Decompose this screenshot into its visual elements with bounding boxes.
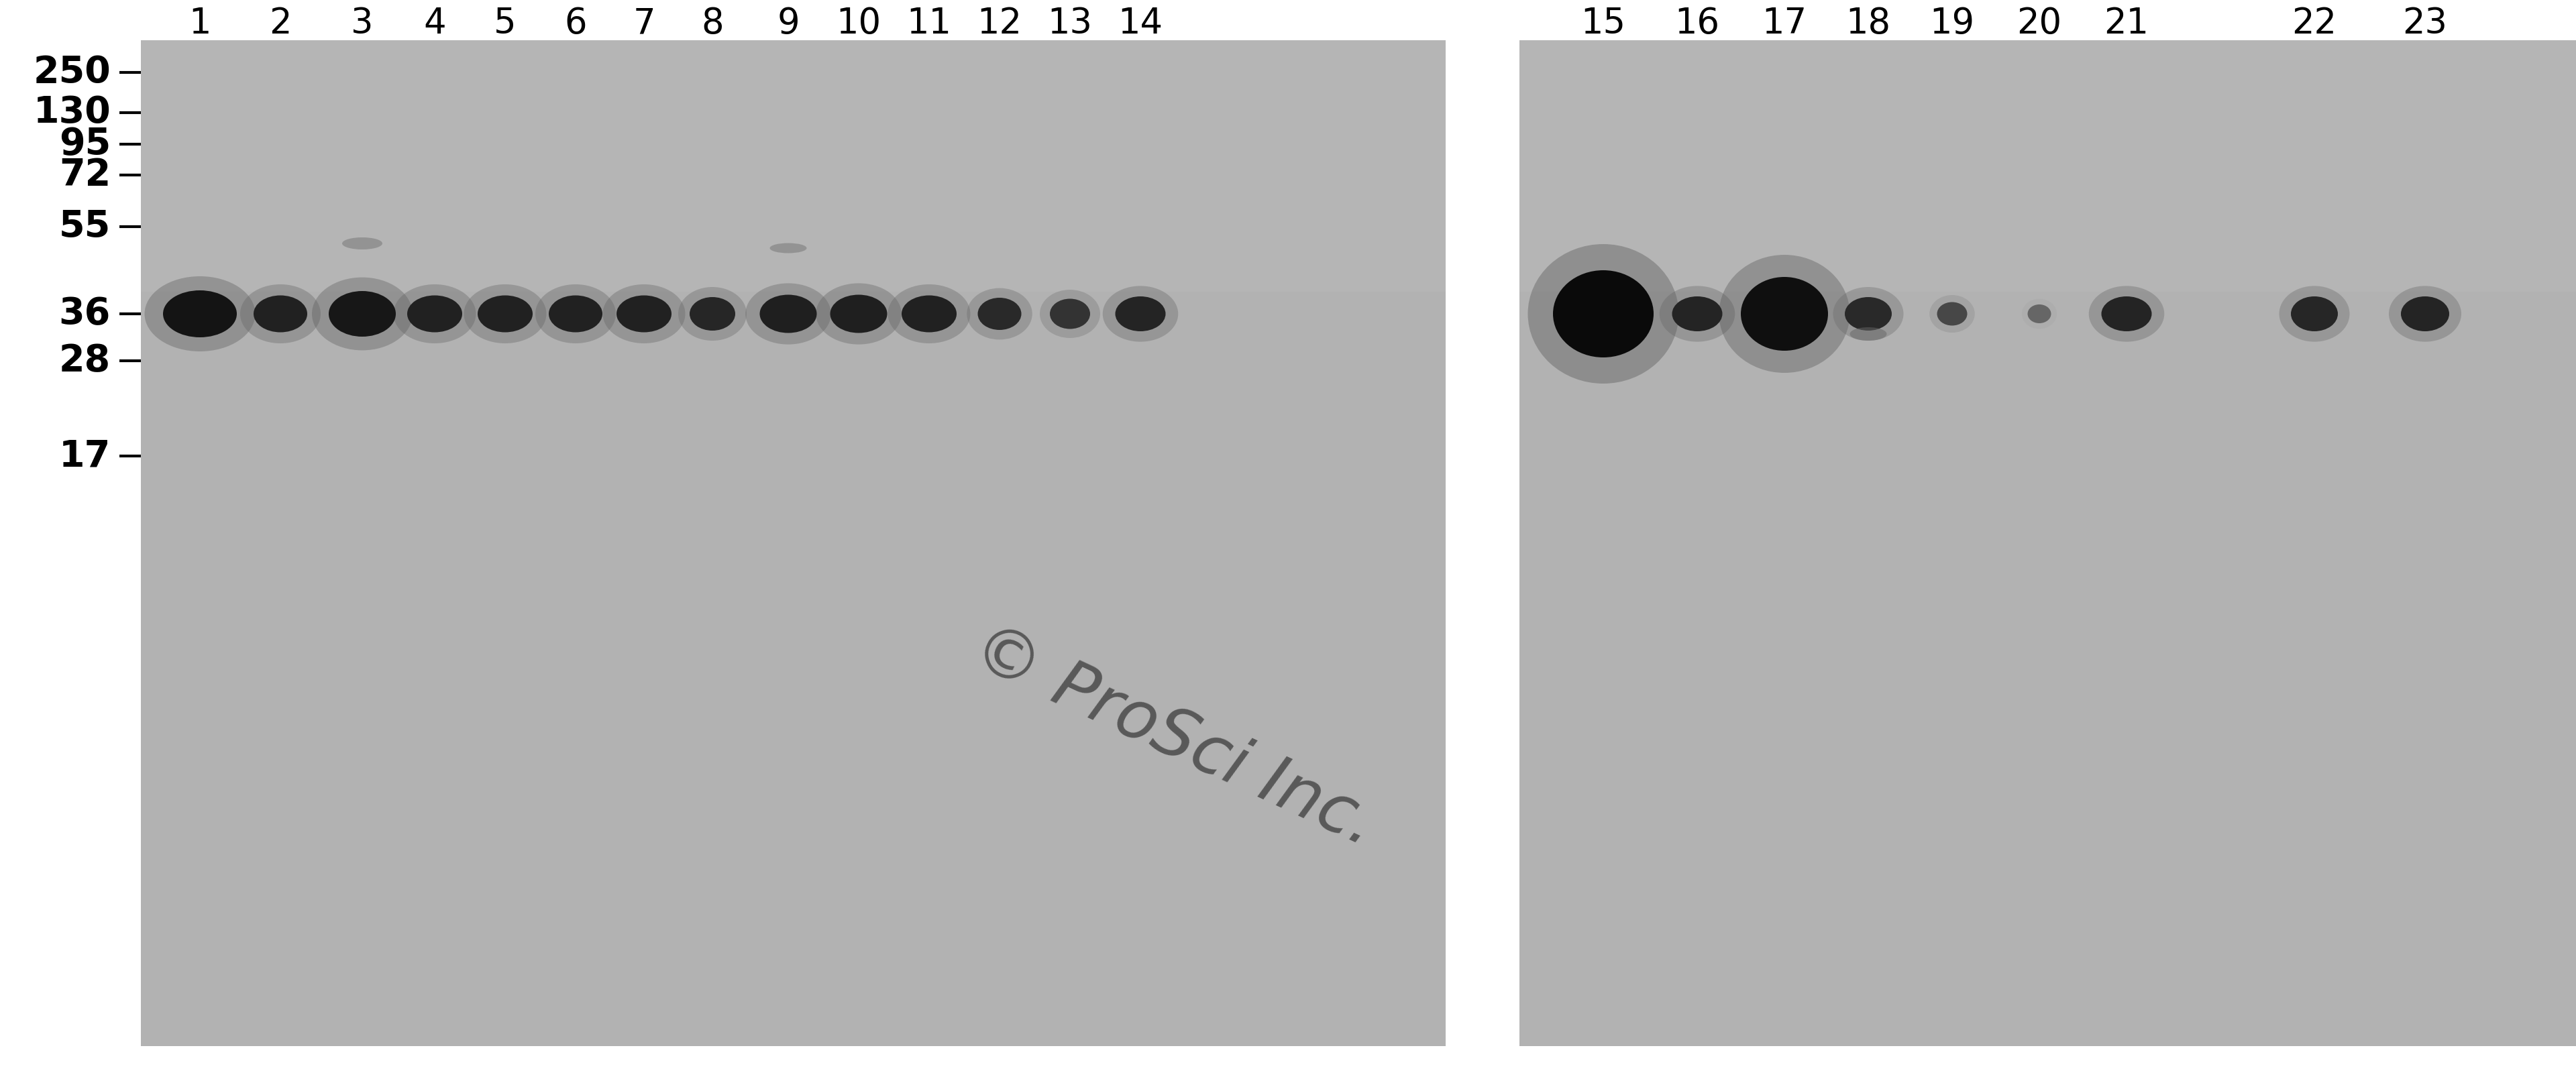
Ellipse shape <box>407 295 461 332</box>
Ellipse shape <box>760 295 817 333</box>
Text: 36: 36 <box>59 296 111 332</box>
Ellipse shape <box>889 284 971 343</box>
Text: 1: 1 <box>188 7 211 41</box>
Ellipse shape <box>902 295 956 332</box>
Ellipse shape <box>252 295 307 332</box>
Text: 6: 6 <box>564 7 587 41</box>
Text: 17: 17 <box>1762 7 1806 41</box>
Text: © ProSci Inc.: © ProSci Inc. <box>961 616 1386 859</box>
Ellipse shape <box>2290 296 2339 331</box>
Ellipse shape <box>817 283 902 344</box>
Ellipse shape <box>966 289 1033 340</box>
Ellipse shape <box>1844 297 1891 331</box>
Text: 12: 12 <box>976 7 1023 41</box>
Bar <box>1520 40 2576 292</box>
Text: 11: 11 <box>907 7 951 41</box>
Ellipse shape <box>2089 286 2164 342</box>
Ellipse shape <box>616 295 672 332</box>
Ellipse shape <box>1528 244 1680 384</box>
Ellipse shape <box>1553 270 1654 357</box>
Text: 2: 2 <box>268 7 291 41</box>
Ellipse shape <box>677 288 747 341</box>
Text: 5: 5 <box>495 7 515 41</box>
Ellipse shape <box>1850 328 1886 341</box>
Ellipse shape <box>162 291 237 337</box>
Text: 55: 55 <box>59 208 111 245</box>
Ellipse shape <box>1041 290 1100 337</box>
Ellipse shape <box>144 277 255 352</box>
Ellipse shape <box>2388 286 2460 342</box>
Ellipse shape <box>477 295 533 332</box>
Text: 20: 20 <box>2017 7 2061 41</box>
Ellipse shape <box>1659 286 1736 342</box>
Ellipse shape <box>1718 255 1850 373</box>
Text: 95: 95 <box>59 126 111 163</box>
Text: 15: 15 <box>1582 7 1625 41</box>
Ellipse shape <box>312 278 412 350</box>
Ellipse shape <box>2280 286 2349 342</box>
Bar <box>1520 40 2576 1046</box>
Ellipse shape <box>536 284 616 343</box>
Ellipse shape <box>1937 302 1968 325</box>
Ellipse shape <box>1834 288 1904 341</box>
Text: 3: 3 <box>350 7 374 41</box>
Text: 22: 22 <box>2293 7 2336 41</box>
Ellipse shape <box>464 284 546 343</box>
Ellipse shape <box>330 291 397 336</box>
Ellipse shape <box>1103 286 1177 342</box>
Ellipse shape <box>744 283 832 344</box>
Text: 250: 250 <box>33 54 111 90</box>
Bar <box>142 40 1445 292</box>
Ellipse shape <box>829 295 886 333</box>
Text: 19: 19 <box>1929 7 1976 41</box>
Ellipse shape <box>2401 296 2450 331</box>
Text: 28: 28 <box>59 343 111 379</box>
Ellipse shape <box>1051 298 1090 329</box>
Text: 23: 23 <box>2403 7 2447 41</box>
Text: 16: 16 <box>1674 7 1721 41</box>
Ellipse shape <box>1672 296 1723 331</box>
Text: 10: 10 <box>837 7 881 41</box>
Text: 4: 4 <box>422 7 446 41</box>
Ellipse shape <box>240 284 319 343</box>
Text: 72: 72 <box>59 157 111 193</box>
Text: 7: 7 <box>634 7 654 41</box>
Bar <box>142 40 1445 1046</box>
Ellipse shape <box>394 284 477 343</box>
Text: 21: 21 <box>2105 7 2148 41</box>
Text: 18: 18 <box>1847 7 1891 41</box>
Ellipse shape <box>2027 305 2050 323</box>
Ellipse shape <box>979 297 1020 330</box>
Ellipse shape <box>1929 295 1976 333</box>
Text: 8: 8 <box>701 7 724 41</box>
Ellipse shape <box>770 243 806 253</box>
Ellipse shape <box>2102 296 2151 331</box>
Text: 14: 14 <box>1118 7 1162 41</box>
Ellipse shape <box>603 284 685 343</box>
Ellipse shape <box>2022 298 2058 329</box>
Text: 17: 17 <box>59 438 111 474</box>
Text: 13: 13 <box>1048 7 1092 41</box>
Ellipse shape <box>1115 296 1164 331</box>
Ellipse shape <box>1741 277 1829 350</box>
Ellipse shape <box>549 295 603 332</box>
Ellipse shape <box>343 238 381 250</box>
Ellipse shape <box>690 297 734 331</box>
Text: 9: 9 <box>778 7 799 41</box>
Text: 130: 130 <box>33 94 111 131</box>
